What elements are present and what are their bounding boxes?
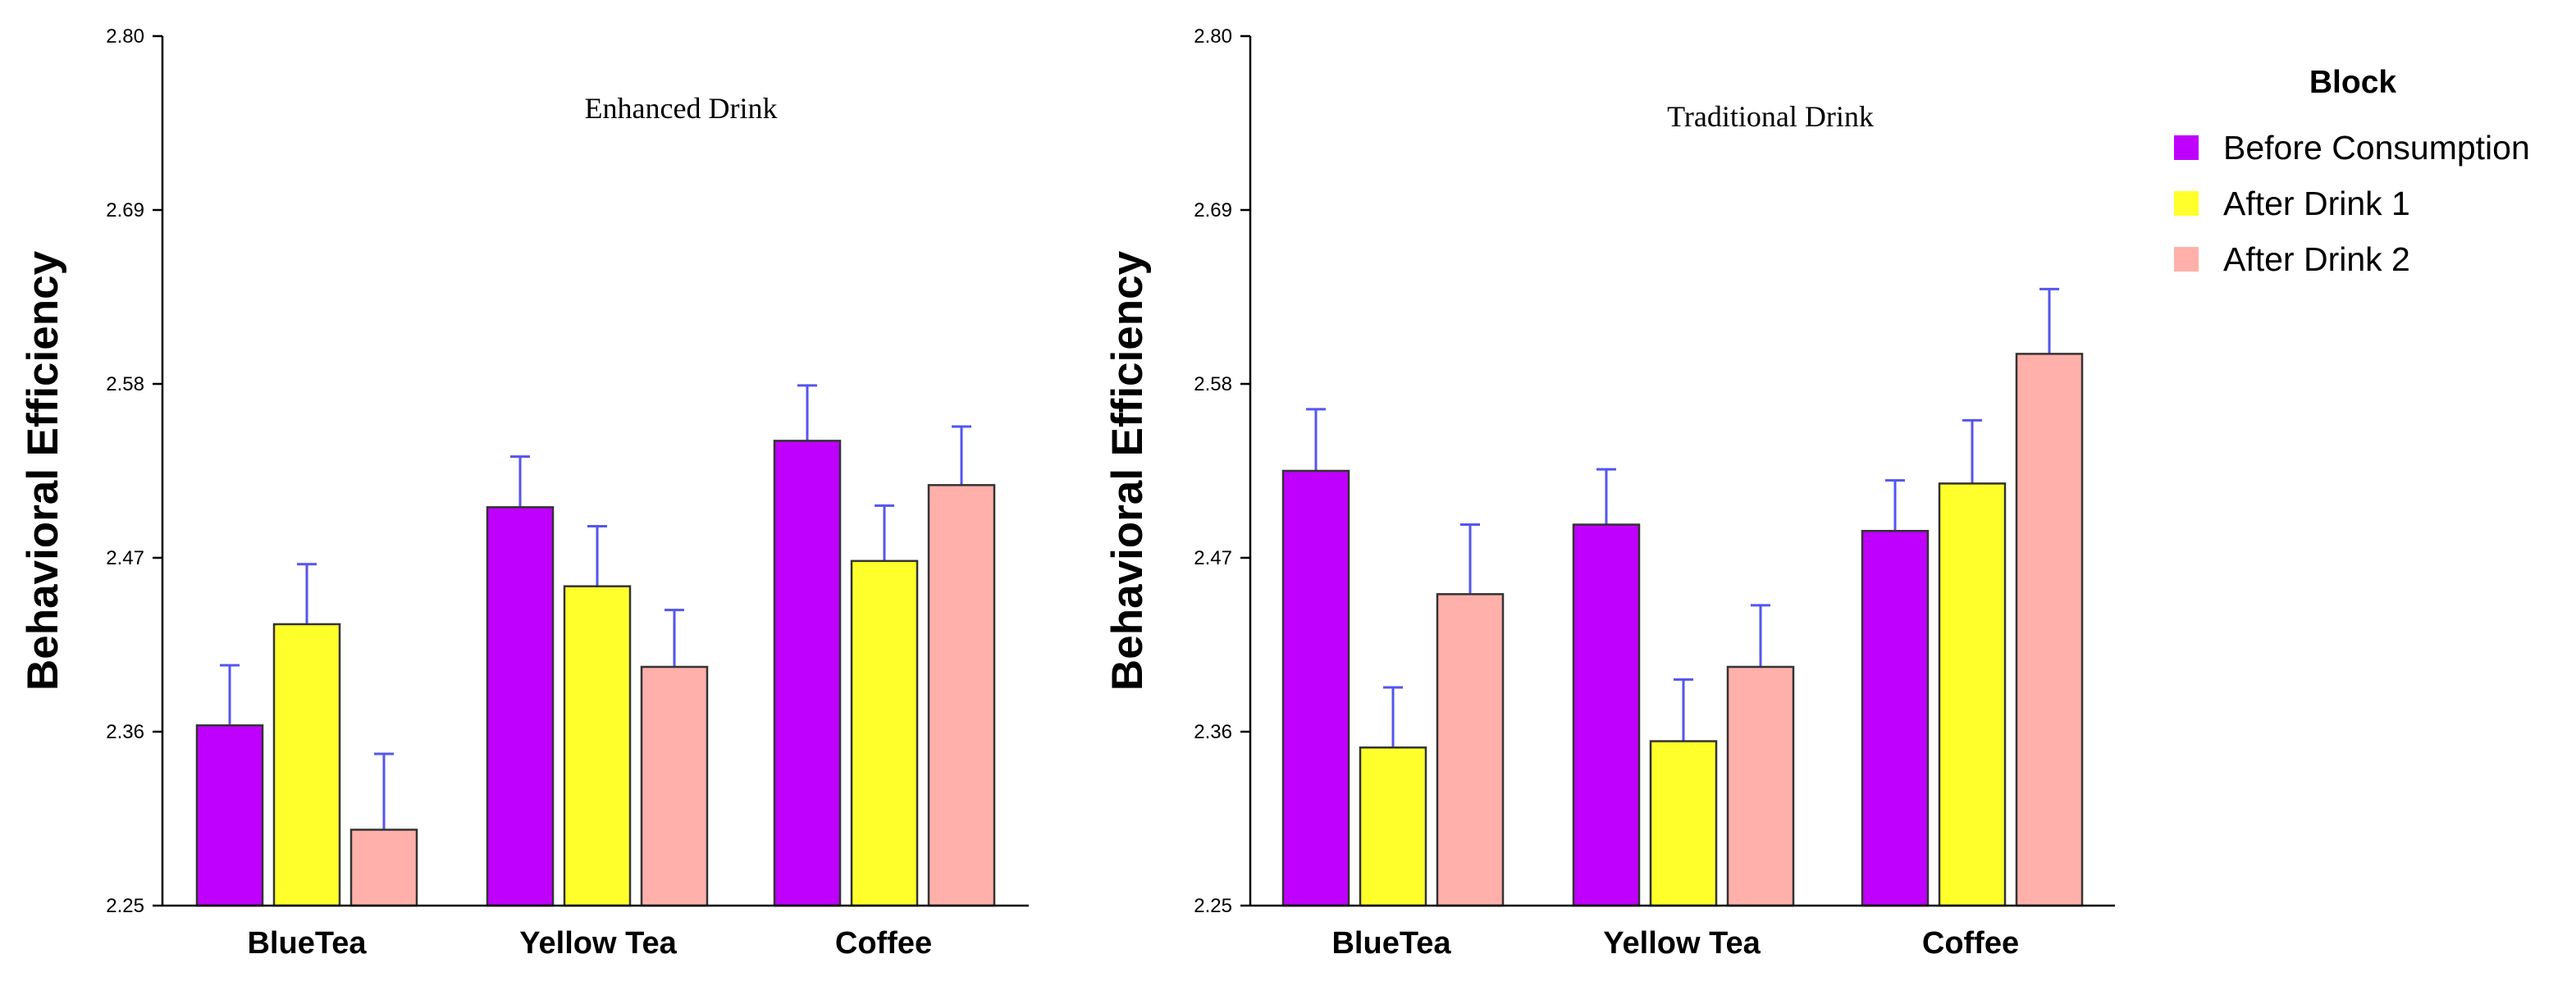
legend-label-after-drink-1: After Drink 1 [2223, 185, 2410, 222]
bar-coffee-after-drink-2 [2015, 353, 2084, 907]
category-label-coffee: Coffee [835, 926, 932, 961]
bar-coffee-after-drink-1 [1938, 482, 2007, 907]
y-axis-title: Behavioral Efficiency [1103, 250, 1152, 691]
bar-coffee-after-drink-1 [850, 559, 919, 907]
legend-label-before-consumption: Before Consumption [2223, 129, 2530, 167]
y-axis-title: Behavioral Efficiency [19, 250, 67, 691]
bar-yellow-tea-after-drink-1 [1649, 740, 1718, 907]
y-tick-label-5: 2.80 [106, 25, 144, 48]
traditional-drink-panel: 2.25 2.36 2.47 2.58 2.69 2.80 BlueTea Yellow Te… [1103, 25, 2115, 961]
y-tick-label-5: 2.80 [1194, 25, 1232, 48]
category-label-yellow-tea: Yellow Tea [1603, 926, 1761, 961]
y-tick-label-4: 2.69 [106, 199, 144, 221]
bar-yellow-tea-before-consumption [486, 506, 555, 907]
bar-bluetea-before-consumption [1281, 469, 1350, 907]
category-label-bluetea: BlueTea [247, 926, 367, 961]
category-label-yellow-tea: Yellow Tea [519, 926, 677, 961]
y-tick-label-2: 2.47 [106, 547, 144, 569]
enhanced-drink-panel: 2.25 2.36 2.47 2.58 2.69 2.80 BlueTea Yellow Te… [19, 25, 1029, 961]
chart-title: Traditional Drink [1667, 100, 1874, 133]
bar-coffee-before-consumption [773, 440, 842, 907]
y-tick-label-0: 2.25 [1194, 895, 1232, 917]
bar-bluetea-after-drink-1 [272, 623, 341, 907]
bar-yellow-tea-after-drink-2 [640, 665, 709, 907]
bar-yellow-tea-after-drink-2 [1726, 665, 1795, 907]
y-tick-label-3: 2.58 [1194, 373, 1232, 395]
y-tick-label-4: 2.69 [1194, 199, 1232, 221]
bar-coffee-before-consumption [1861, 529, 1930, 907]
bar-yellow-tea-after-drink-1 [563, 585, 632, 907]
bar-coffee-after-drink-2 [927, 484, 996, 907]
y-tick-label-3: 2.58 [106, 373, 144, 395]
bar-yellow-tea-before-consumption [1572, 523, 1641, 907]
y-tick-label-2: 2.47 [1194, 547, 1232, 569]
bar-bluetea-before-consumption [195, 724, 264, 907]
y-tick-label-1: 2.36 [1194, 721, 1232, 743]
legend-title: Block [2309, 65, 2397, 100]
category-label-coffee: Coffee [1922, 926, 2019, 961]
chart-title: Enhanced Drink [585, 92, 778, 125]
category-label-bluetea: BlueTea [1331, 926, 1451, 961]
bar-bluetea-after-drink-1 [1359, 746, 1427, 907]
legend: Block Before Consumption After Drink 1 A… [2174, 65, 2530, 278]
bar-bluetea-after-drink-2 [1436, 593, 1505, 907]
y-tick-label-0: 2.25 [106, 895, 144, 917]
legend-swatch-before-consumption [2174, 135, 2199, 160]
bar-bluetea-after-drink-2 [349, 829, 418, 907]
legend-label-after-drink-2: After Drink 2 [2223, 240, 2410, 278]
legend-swatch-after-drink-2 [2174, 247, 2199, 272]
y-tick-label-1: 2.36 [106, 721, 144, 743]
legend-swatch-after-drink-1 [2174, 191, 2199, 216]
